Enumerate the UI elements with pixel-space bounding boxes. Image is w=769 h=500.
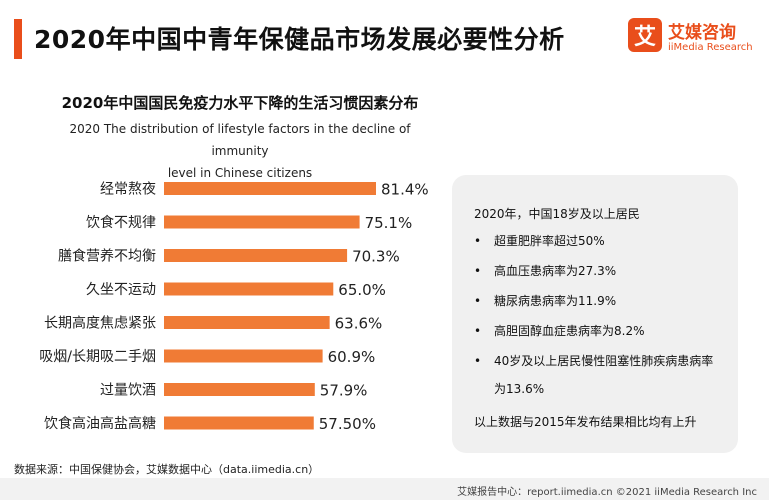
bullet-icon: • bbox=[474, 264, 482, 278]
bar bbox=[164, 249, 348, 262]
logo-icon: 艾 bbox=[628, 18, 662, 52]
value-label: 60.9% bbox=[328, 348, 376, 366]
bar bbox=[164, 316, 330, 329]
value-label: 75.1% bbox=[365, 214, 413, 232]
list-item-text: 高血压患病率为27.3% bbox=[494, 264, 617, 278]
value-label: 63.6% bbox=[335, 315, 383, 333]
info-box: 2020年，中国18岁及以上居民 • 超重肥胖率超过50% • 高血压患病率为27.… bbox=[452, 175, 738, 453]
chart-subtitle: 2020 The distribution of lifestyle facto… bbox=[40, 118, 440, 184]
value-label: 57.50% bbox=[319, 415, 376, 433]
logo-name-cn: 艾媒咨询 bbox=[668, 23, 736, 43]
value-label: 81.4% bbox=[381, 181, 429, 199]
logo-name-en: iiMedia Research bbox=[668, 42, 753, 53]
brand-logo: 艾 艾媒咨询 iiMedia Research bbox=[628, 18, 760, 58]
list-item: • 40岁及以上居民慢性阻塞性肺疾病患病率为13.6% bbox=[474, 347, 724, 403]
footer-bar bbox=[0, 478, 769, 500]
data-source: 数据来源：中国保健协会，艾媒数据中心（data.iimedia.cn） bbox=[14, 463, 320, 476]
value-label: 65.0% bbox=[338, 281, 386, 299]
list-item-text: 40岁及以上居民慢性阻塞性肺疾病患病率为13.6% bbox=[494, 354, 714, 396]
chart-subtitle-line2: level in Chinese citizens bbox=[167, 166, 313, 180]
category-label: 过量饮酒 bbox=[100, 383, 156, 399]
category-label: 久坐不运动 bbox=[86, 282, 156, 298]
info-footer: 以上数据与2015年发布结果相比均有上升 bbox=[474, 415, 697, 429]
category-label: 饮食不规律 bbox=[86, 214, 156, 231]
bullet-icon: • bbox=[474, 324, 482, 338]
bar-chart: 经常熬夜 81.4% 饮食不规律 75.1% 膳食营养不均衡 70.3% 久坐不运动 65.0… bbox=[39, 181, 429, 434]
chart-title: 2020年中国国民免疫力水平下降的生活习惯因素分布 bbox=[61, 94, 419, 112]
category-label: 吸烟/长期吸二手烟 bbox=[39, 349, 156, 365]
list-item: • 高血压患病率为27.3% bbox=[474, 257, 724, 285]
bar bbox=[164, 349, 323, 363]
bar bbox=[164, 215, 360, 229]
category-label: 饮食高油高盐高糖 bbox=[44, 415, 156, 432]
category-label: 经常熬夜 bbox=[100, 182, 156, 198]
bar bbox=[164, 282, 334, 296]
bullet-icon: • bbox=[474, 294, 482, 308]
footer-text: 艾媒报告中心：report.iimedia.cn ©2021 iiMedia R… bbox=[457, 487, 757, 498]
list-item: • 高胆固醇血症患病率为8.2% bbox=[474, 317, 724, 345]
bullet-icon: • bbox=[474, 354, 482, 368]
list-item: • 超重肥胖率超过50% bbox=[474, 227, 724, 255]
category-label: 膳食营养不均衡 bbox=[58, 248, 156, 265]
list-item: • 糖尿病患病率为11.9% bbox=[474, 287, 724, 315]
list-item-text: 超重肥胖率超过50% bbox=[494, 234, 605, 248]
list-item-text: 糖尿病患病率为11.9% bbox=[494, 294, 617, 308]
info-list: • 超重肥胖率超过50% • 高血压患病率为27.3% • 糖尿病患病率为11.9% … bbox=[474, 227, 724, 405]
value-label: 70.3% bbox=[352, 248, 400, 266]
bar bbox=[164, 383, 315, 396]
title-accent-bar bbox=[14, 19, 22, 59]
bullet-icon: • bbox=[474, 234, 482, 248]
bar bbox=[164, 182, 376, 195]
bar bbox=[164, 416, 314, 430]
value-label: 57.9% bbox=[320, 382, 368, 400]
category-label: 长期高度焦虑紧张 bbox=[44, 315, 156, 332]
list-item-text: 高胆固醇血症患病率为8.2% bbox=[494, 324, 645, 338]
info-heading: 2020年，中国18岁及以上居民 bbox=[474, 207, 640, 221]
chart-subtitle-line1: 2020 The distribution of lifestyle facto… bbox=[69, 122, 411, 158]
page-title: 2020年中国中青年保健品市场发展必要性分析 bbox=[34, 25, 565, 54]
